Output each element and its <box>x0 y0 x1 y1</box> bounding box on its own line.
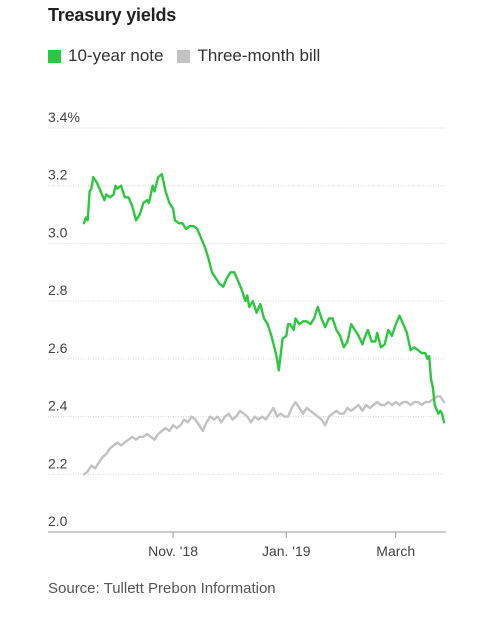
y-tick-label: 2.4 <box>48 398 68 414</box>
y-tick-label: 2.6 <box>48 340 68 356</box>
y-tick-label: 2.8 <box>48 282 68 298</box>
legend-swatch-10-year-note <box>48 49 61 63</box>
y-tick-label: 2.2 <box>48 455 68 471</box>
x-tick-label: March <box>376 543 415 559</box>
series-line-three-month-bill <box>82 395 446 476</box>
series-line-10-year-note <box>82 173 446 424</box>
legend-label-three-month-bill: Three-month bill <box>197 46 321 65</box>
y-tick-label: 3.0 <box>48 224 68 240</box>
source-note: Source: Tullett Prebon Information <box>48 580 276 597</box>
legend: 10-year note Three-month bill <box>48 46 334 66</box>
legend-item-10-year-note: 10-year note <box>48 46 163 66</box>
x-tick-label: Jan. '19 <box>262 543 311 559</box>
legend-item-three-month-bill: Three-month bill <box>177 46 320 66</box>
y-tick-label: 3.2 <box>48 167 68 183</box>
y-tick-label: 3.4% <box>48 109 80 125</box>
y-tick-label: 2.0 <box>48 513 68 529</box>
line-chart: 3.4% 3.2 3.0 2.8 2.6 2.4 2.2 2.0 Nov. '18 Jan. '1… <box>48 109 446 559</box>
chart-title: Treasury yields <box>48 5 177 25</box>
legend-swatch-three-month-bill <box>177 49 191 63</box>
legend-label-10-year-note: 10-year note <box>68 46 164 65</box>
x-tick-label: Nov. '18 <box>148 543 198 559</box>
